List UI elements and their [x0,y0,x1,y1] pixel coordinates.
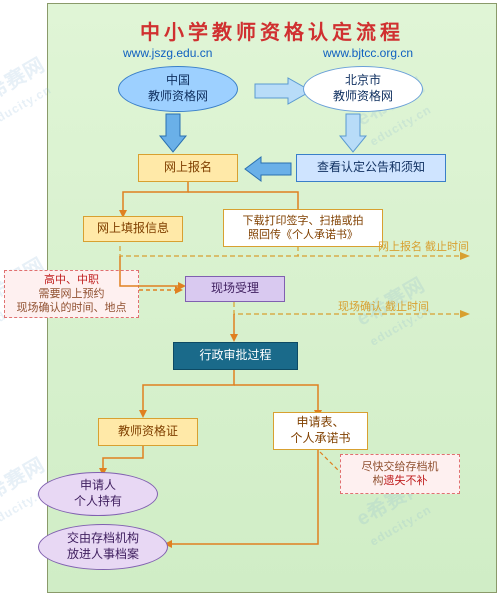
node-china-site: 中国 教师资格网 [118,66,238,112]
fat-arrow-down-right [338,112,368,154]
node-download: 下载打印签字、扫描或拍 照回传《个人承诺书》 [223,209,383,247]
node-fillinfo: 网上填报信息 [83,216,183,242]
fat-arrow-down-left [158,112,188,154]
url-right: www.bjtcc.org.cn [323,46,413,60]
node-notice: 查看认定公告和须知 [296,154,446,182]
node-review: 行政审批过程 [173,342,298,370]
node-signup: 网上报名 [138,154,238,182]
url-left: www.jszg.edu.cn [123,46,212,60]
node-archive: 交由存档机构 放进人事档案 [38,524,168,570]
connector-note-onsite [139,284,189,296]
label-confirm-deadline: 现场确认 截止时间 [338,300,429,314]
arrow-onsite-review [228,314,244,344]
page-title: 中小学教师资格认定流程 [48,16,496,45]
node-bj-site: 北京市 教师资格网 [303,66,423,112]
label-signup-deadline: 网上报名 截止时间 [378,240,469,254]
node-note-submit: 尽快交给存档机 构遗失不补 [340,454,460,494]
watermark: e希赛网educity.cn [0,49,61,132]
node-forms: 申请表、 个人承诺书 [273,412,368,450]
node-cert: 教师资格证 [98,418,198,446]
node-onsite: 现场受理 [185,276,285,302]
fat-arrow-left [243,156,293,182]
flowchart-canvas: e希赛网educity.cn e希赛网educity.cn e希赛网educit… [47,3,497,593]
